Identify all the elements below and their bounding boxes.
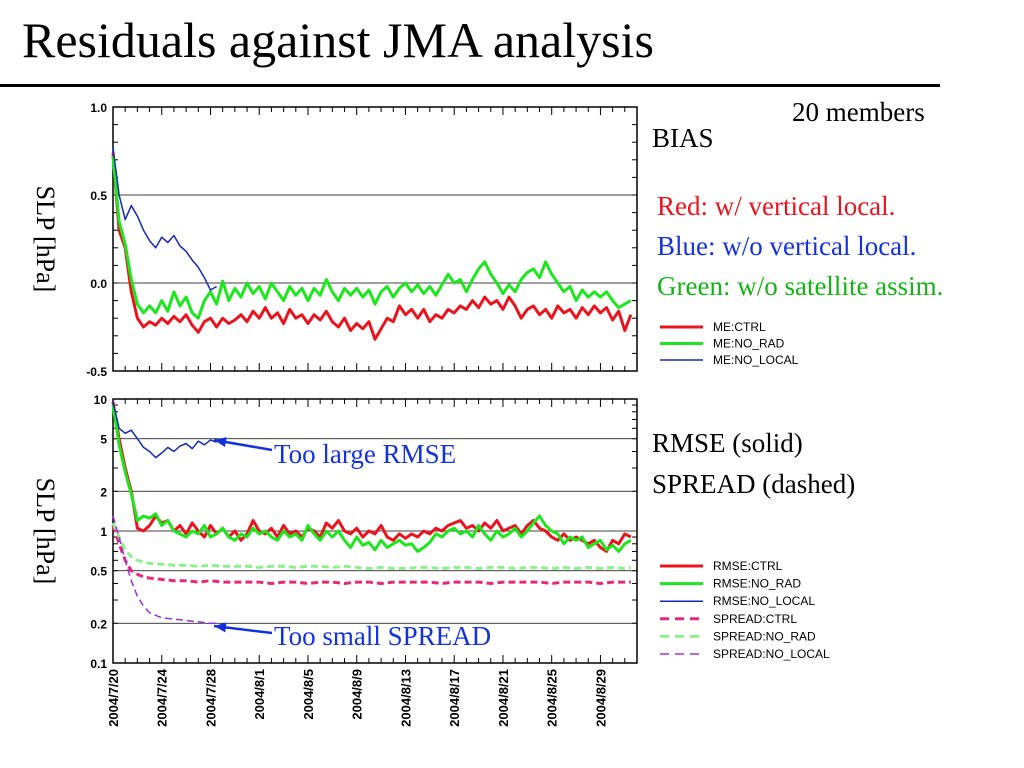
annotation-too-large-rmse: Too large RMSE xyxy=(274,439,457,469)
bias-heading: BIAS xyxy=(652,123,714,153)
y-tick-label: -0.5 xyxy=(86,365,107,379)
y-tick-label: 1 xyxy=(100,525,107,539)
annotation-arrow-spread-head xyxy=(214,622,227,633)
y-tick-label: 0.5 xyxy=(90,565,107,579)
y-tick-label: 0.2 xyxy=(90,617,107,631)
x-tick-label: 2004/8/13 xyxy=(398,669,413,727)
legend-label: ME:CTRL xyxy=(713,320,766,334)
legend-label: RMSE:NO_LOCAL xyxy=(713,594,815,608)
x-tick-label: 2004/7/24 xyxy=(155,668,170,727)
x-tick-label: 2004/8/21 xyxy=(496,669,511,727)
series-rmse-ctrl xyxy=(111,401,632,553)
spread-heading: SPREAD (dashed) xyxy=(652,469,856,499)
x-tick-label: 2004/8/9 xyxy=(350,669,365,720)
series-me-ctrl xyxy=(111,152,633,341)
y-tick-label: 1.0 xyxy=(90,101,107,115)
y-tick-label: 5 xyxy=(100,433,107,447)
legend-label: RMSE:NO_RAD xyxy=(713,577,801,591)
y-axis-label: SLP [hPa] xyxy=(31,186,60,293)
legend-note-blue: Blue: w/o vertical local. xyxy=(657,231,917,261)
legend-label: RMSE:CTRL xyxy=(713,559,783,573)
x-tick-label: 2004/8/1 xyxy=(252,669,267,720)
legend-bias: ME:CTRL ME:NO_RAD ME:NO_LOCAL xyxy=(660,320,799,367)
x-tick-label: 2004/8/17 xyxy=(447,669,462,727)
x-tick-label: 2004/8/25 xyxy=(545,669,560,727)
legend-label: SPREAD:NO_LOCAL xyxy=(713,647,830,661)
y-tick-label: 0.5 xyxy=(90,189,107,203)
members-note: 20 members xyxy=(792,97,925,127)
legend-label: ME:NO_LOCAL xyxy=(713,353,799,367)
y-tick-label: 0.0 xyxy=(90,277,107,291)
legend-note-green: Green: w/o satellite assim. xyxy=(657,271,944,301)
series-spread-no-rad xyxy=(111,522,632,570)
legend-label: SPREAD:NO_RAD xyxy=(713,629,816,643)
panel-bias: 1.0 0.5 0.0 -0.5 SLP [hPa] xyxy=(31,101,638,379)
y-tick-label: 0.1 xyxy=(90,657,107,671)
series-me-no-rad xyxy=(111,156,632,320)
panel-rmse-spread: 10 5 2 1 0.5 0.2 0.1 SLP [hPa] xyxy=(31,393,638,671)
series-rmse-no-local xyxy=(112,401,217,459)
x-tick-label: 2004/7/20 xyxy=(106,669,121,727)
x-tick-label: 2004/8/29 xyxy=(593,669,608,727)
legend-rmse-spread: RMSE:CTRL RMSE:NO_RAD RMSE:NO_LOCAL SPREAD:… xyxy=(660,559,830,661)
y-tick-label: 10 xyxy=(94,393,108,407)
y-tick-label: 2 xyxy=(100,485,107,499)
annotation-too-small-spread: Too small SPREAD xyxy=(274,621,492,651)
x-tick-label: 2004/8/5 xyxy=(301,669,316,720)
series-spread-ctrl xyxy=(111,525,631,585)
rmse-heading: RMSE (solid) xyxy=(652,428,803,458)
legend-label: ME:NO_RAD xyxy=(713,337,785,351)
series-rmse-no-rad xyxy=(111,404,632,553)
y-axis-label: SLP [hPa] xyxy=(31,478,60,585)
series-spread-no-local xyxy=(112,515,217,625)
legend-note-red: Red: w/ vertical local. xyxy=(657,191,896,221)
series-me-no-local xyxy=(112,147,217,291)
legend-label: SPREAD:CTRL xyxy=(713,612,797,626)
annotation-arrow-rmse-head xyxy=(214,437,227,447)
x-tick-label: 2004/7/28 xyxy=(203,669,218,727)
title-underline xyxy=(0,84,940,87)
slide-title: Residuals against JMA analysis xyxy=(22,12,654,68)
plot-frame xyxy=(112,106,638,372)
